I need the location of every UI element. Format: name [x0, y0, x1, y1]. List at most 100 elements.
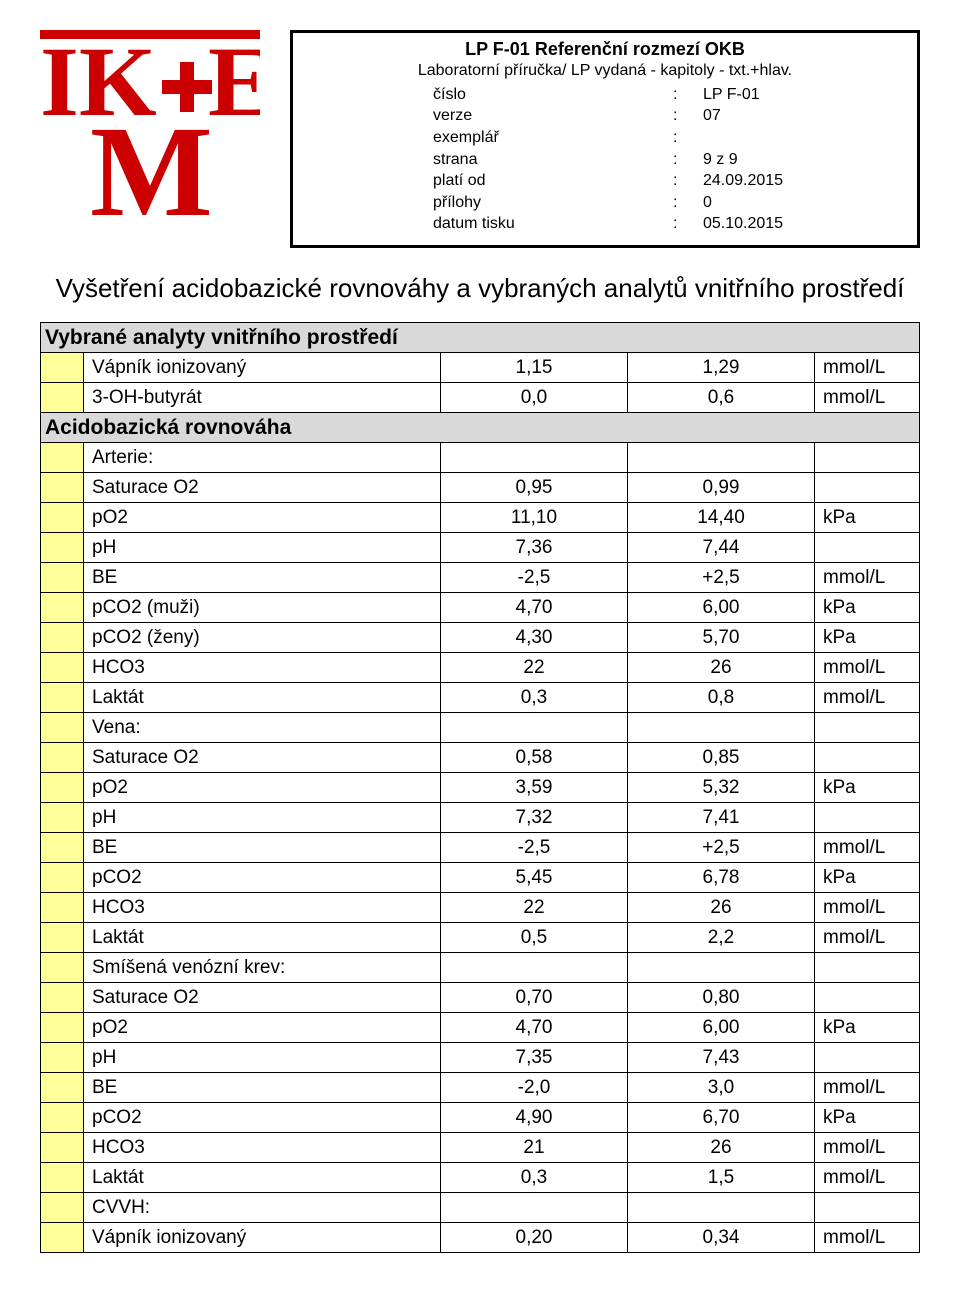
table-row: Saturace O20,580,85 — [41, 743, 920, 773]
range-low: 21 — [441, 1133, 628, 1163]
analyte-name: HCO3 — [84, 1133, 441, 1163]
range-high: 0,34 — [628, 1223, 815, 1253]
reference-range-table: Vybrané analyty vnitřního prostředíVápní… — [40, 322, 920, 1253]
analyte-name: pO2 — [84, 503, 441, 533]
table-row: Acidobazická rovnováha — [41, 413, 920, 443]
row-gap-cell — [41, 983, 84, 1013]
range-low — [441, 443, 628, 473]
table-row: HCO32226mmol/L — [41, 893, 920, 923]
analyte-name: pCO2 — [84, 1103, 441, 1133]
range-high: 1,5 — [628, 1163, 815, 1193]
row-gap-cell — [41, 923, 84, 953]
row-gap-cell — [41, 803, 84, 833]
analyte-name: Laktát — [84, 923, 441, 953]
range-high: 5,70 — [628, 623, 815, 653]
meta-colon: : — [673, 213, 703, 235]
unit: mmol/L — [815, 653, 920, 683]
range-high: +2,5 — [628, 563, 815, 593]
row-gap-cell — [41, 1073, 84, 1103]
table-row: 3-OH-butyrát0,00,6mmol/L — [41, 383, 920, 413]
row-gap-cell — [41, 1103, 84, 1133]
document-subtitle: Laboratorní příručka/ LP vydaná - kapito… — [313, 61, 897, 80]
analyte-name: Smíšená venózní krev: — [84, 953, 441, 983]
row-gap-cell — [41, 1163, 84, 1193]
meta-label: přílohy — [313, 192, 673, 214]
range-high — [628, 953, 815, 983]
unit — [815, 443, 920, 473]
meta-colon: : — [673, 127, 703, 149]
table-row: Vena: — [41, 713, 920, 743]
analyte-name: Vápník ionizovaný — [84, 1223, 441, 1253]
table-row: BE-2,5+2,5mmol/L — [41, 833, 920, 863]
unit: kPa — [815, 1103, 920, 1133]
meta-label: číslo — [313, 84, 673, 106]
logo-ikem: IK E M — [40, 30, 260, 230]
document-title: LP F-01 Referenční rozmezí OKB — [313, 39, 897, 61]
range-low: 0,95 — [441, 473, 628, 503]
meta-label: verze — [313, 105, 673, 127]
range-high: 1,29 — [628, 353, 815, 383]
range-high: 7,41 — [628, 803, 815, 833]
analyte-name: Laktát — [84, 683, 441, 713]
page: IK E M LP F-01 Referenční rozmezí OKB La… — [0, 0, 960, 1293]
meta-value — [703, 127, 897, 149]
analyte-name: pH — [84, 533, 441, 563]
unit: mmol/L — [815, 353, 920, 383]
row-gap-cell — [41, 1193, 84, 1223]
range-low: 7,35 — [441, 1043, 628, 1073]
table-row: Laktát0,31,5mmol/L — [41, 1163, 920, 1193]
meta-row: přílohy:0 — [313, 192, 897, 214]
row-gap-cell — [41, 713, 84, 743]
analyte-name: Saturace O2 — [84, 743, 441, 773]
table-row: CVVH: — [41, 1193, 920, 1223]
unit: mmol/L — [815, 1163, 920, 1193]
table-row: pCO24,906,70kPa — [41, 1103, 920, 1133]
range-low: 0,70 — [441, 983, 628, 1013]
analyte-name: 3-OH-butyrát — [84, 383, 441, 413]
analyte-name: HCO3 — [84, 893, 441, 923]
meta-row: číslo:LP F-01 — [313, 84, 897, 106]
row-gap-cell — [41, 683, 84, 713]
row-gap-cell — [41, 473, 84, 503]
unit: mmol/L — [815, 833, 920, 863]
range-low: -2,0 — [441, 1073, 628, 1103]
meta-value: LP F-01 — [703, 84, 897, 106]
range-high: 0,6 — [628, 383, 815, 413]
range-high: 0,80 — [628, 983, 815, 1013]
range-high: 26 — [628, 1133, 815, 1163]
row-gap-cell — [41, 863, 84, 893]
document-info-box: LP F-01 Referenční rozmezí OKB Laborator… — [290, 30, 920, 248]
range-low: 0,3 — [441, 683, 628, 713]
analyte-name: HCO3 — [84, 653, 441, 683]
table-row: HCO32126mmol/L — [41, 1133, 920, 1163]
range-high: 7,43 — [628, 1043, 815, 1073]
table-row: pH7,367,44 — [41, 533, 920, 563]
table-row: pO23,595,32kPa — [41, 773, 920, 803]
meta-colon: : — [673, 84, 703, 106]
range-low: 4,70 — [441, 1013, 628, 1043]
table-row: Vápník ionizovaný0,200,34mmol/L — [41, 1223, 920, 1253]
meta-label: platí od — [313, 170, 673, 192]
row-gap-cell — [41, 1043, 84, 1073]
unit: mmol/L — [815, 563, 920, 593]
range-low: 1,15 — [441, 353, 628, 383]
meta-colon: : — [673, 105, 703, 127]
document-meta: číslo:LP F-01verze:07exemplář:strana:9 z… — [313, 84, 897, 235]
row-gap-cell — [41, 1133, 84, 1163]
range-low: 0,20 — [441, 1223, 628, 1253]
table-row: pCO25,456,78kPa — [41, 863, 920, 893]
unit: mmol/L — [815, 383, 920, 413]
range-low: -2,5 — [441, 833, 628, 863]
row-gap-cell — [41, 383, 84, 413]
analyte-name: Vena: — [84, 713, 441, 743]
range-high — [628, 713, 815, 743]
unit — [815, 1193, 920, 1223]
range-high — [628, 443, 815, 473]
row-gap-cell — [41, 623, 84, 653]
row-gap-cell — [41, 593, 84, 623]
range-high: 0,99 — [628, 473, 815, 503]
range-low: 22 — [441, 893, 628, 923]
table-row: pCO2 (ženy)4,305,70kPa — [41, 623, 920, 653]
unit — [815, 1043, 920, 1073]
analyte-name: BE — [84, 563, 441, 593]
